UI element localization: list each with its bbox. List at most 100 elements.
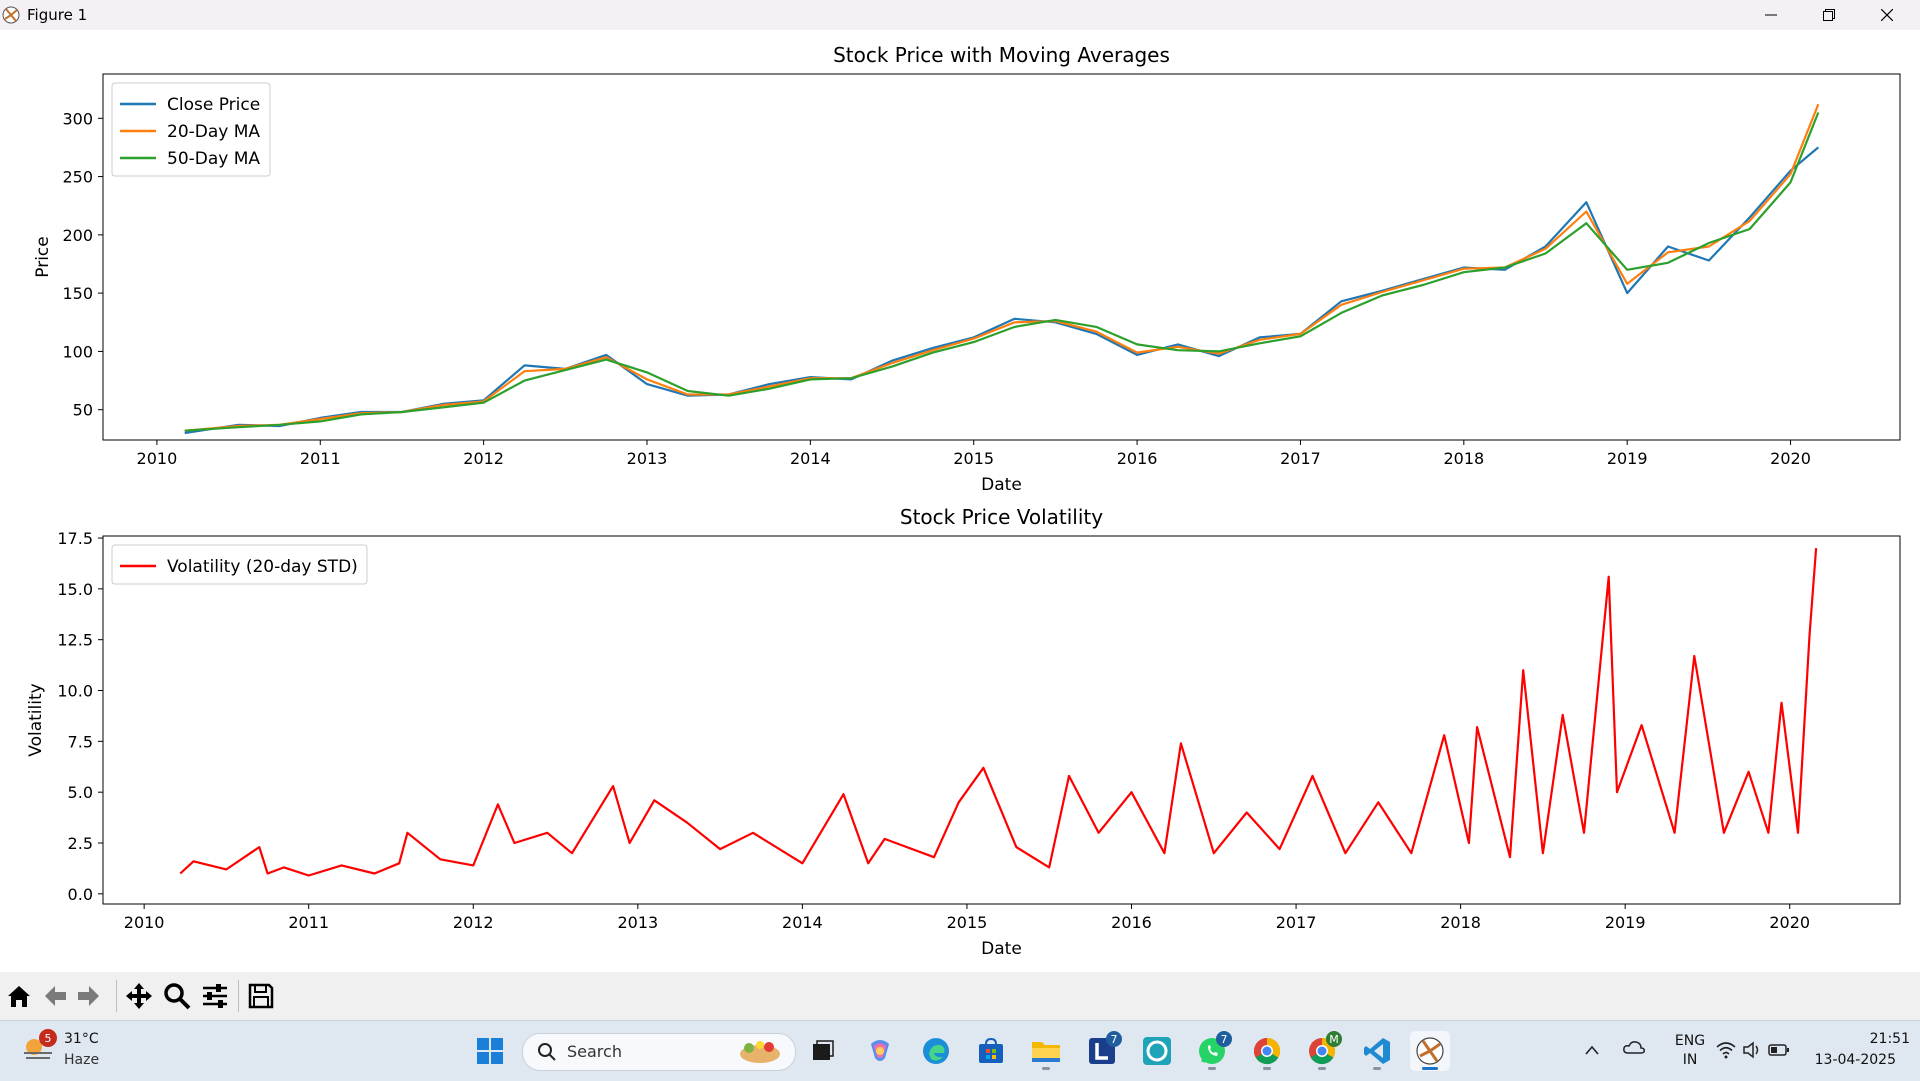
chevron-up-icon bbox=[1585, 1045, 1599, 1055]
running-indicator bbox=[1042, 1067, 1050, 1070]
y-tick-label: 50 bbox=[73, 401, 93, 420]
task-view-button[interactable] bbox=[803, 1031, 843, 1071]
weather-temperature: 31°C bbox=[64, 1031, 99, 1047]
running-indicator bbox=[1208, 1067, 1216, 1070]
x-axis-label: Date bbox=[981, 475, 1022, 495]
save-button[interactable] bbox=[244, 979, 278, 1013]
y-tick-label: 12.5 bbox=[57, 631, 93, 650]
copilot-button[interactable] bbox=[860, 1031, 900, 1071]
x-tick-label: 2014 bbox=[790, 449, 831, 468]
language-region: IN bbox=[1682, 1052, 1698, 1068]
figure-window-button[interactable] bbox=[1410, 1031, 1450, 1071]
x-tick-label: 2013 bbox=[617, 913, 658, 932]
language-code[interactable]: ENG bbox=[1674, 1033, 1706, 1049]
x-tick-label: 2020 bbox=[1769, 913, 1810, 932]
alexa-button[interactable] bbox=[1137, 1031, 1177, 1071]
back-button[interactable] bbox=[38, 979, 72, 1013]
y-tick-label: 0.0 bbox=[68, 885, 93, 904]
x-tick-label: 2014 bbox=[782, 913, 823, 932]
x-tick-label: 2018 bbox=[1443, 449, 1484, 468]
weather-notification-badge: 5 bbox=[39, 1029, 57, 1047]
vscode-icon bbox=[1364, 1038, 1390, 1064]
x-tick-label: 2019 bbox=[1607, 449, 1648, 468]
running-indicator bbox=[1263, 1067, 1271, 1070]
task-view-icon bbox=[813, 1040, 834, 1060]
y-tick-label: 2.5 bbox=[68, 834, 93, 853]
forward-arrow-icon bbox=[78, 986, 99, 1006]
close-button[interactable] bbox=[1858, 0, 1916, 30]
y-tick-label: 100 bbox=[62, 342, 93, 361]
x-tick-label: 2010 bbox=[124, 913, 165, 932]
search-label: Search bbox=[567, 1042, 622, 1061]
running-indicator bbox=[1318, 1067, 1326, 1070]
store-button[interactable] bbox=[971, 1031, 1011, 1071]
zoom-button[interactable] bbox=[160, 979, 194, 1013]
x-tick-label: 2013 bbox=[627, 449, 668, 468]
matplotlib-icon bbox=[2, 6, 20, 24]
forward-button[interactable] bbox=[72, 979, 106, 1013]
active-indicator bbox=[1422, 1067, 1438, 1070]
onedrive-button[interactable] bbox=[1622, 1038, 1646, 1060]
x-tick-label: 2019 bbox=[1605, 913, 1646, 932]
show-hidden-icons-button[interactable] bbox=[1584, 1041, 1600, 1060]
home-icon bbox=[8, 986, 30, 1007]
alexa-icon bbox=[1143, 1037, 1171, 1065]
configure-subplots-icon bbox=[203, 984, 227, 1008]
y-tick-label: 7.5 bbox=[68, 732, 93, 751]
notification-badge: 7 bbox=[1106, 1031, 1122, 1047]
x-tick-label: 2017 bbox=[1276, 913, 1317, 932]
x-tick-label: 2017 bbox=[1280, 449, 1321, 468]
y-axis-label: Price bbox=[33, 236, 53, 277]
figure-svg: 2010 2011 2012 2013 2014 2015 2016 2017 2018 2019… bbox=[26, 43, 1901, 959]
series-line-0 bbox=[179, 548, 1818, 877]
configure-subplots-button[interactable] bbox=[198, 979, 232, 1013]
chrome-icon bbox=[1253, 1037, 1281, 1065]
window-titlebar: Figure 1 bbox=[0, 0, 1920, 30]
start-button[interactable] bbox=[470, 1031, 510, 1071]
toolbar-separator bbox=[116, 980, 117, 1012]
clock-time[interactable]: 21:51 bbox=[1869, 1031, 1910, 1047]
microsoft-store-icon bbox=[979, 1037, 1003, 1063]
volume-icon bbox=[1743, 1041, 1759, 1059]
cloud-icon bbox=[1623, 1041, 1645, 1054]
series-line-2 bbox=[184, 112, 1820, 432]
whatsapp-button[interactable]: 7 bbox=[1192, 1031, 1232, 1071]
legend-box bbox=[111, 82, 271, 177]
pan-icon bbox=[126, 983, 152, 1009]
pan-button[interactable] bbox=[122, 979, 156, 1013]
legend-box bbox=[111, 544, 368, 585]
y-axis-label: Volatility bbox=[26, 683, 46, 756]
restore-button[interactable] bbox=[1800, 0, 1858, 30]
weather-widget[interactable]: 5 bbox=[22, 1029, 58, 1069]
axes-frame bbox=[102, 73, 1901, 441]
chrome-button[interactable] bbox=[1247, 1031, 1287, 1071]
y-tick-label: 150 bbox=[62, 284, 93, 303]
back-arrow-icon bbox=[45, 986, 66, 1006]
edge-button[interactable] bbox=[916, 1031, 956, 1071]
x-tick-label: 2015 bbox=[947, 913, 988, 932]
chrome-profile-button[interactable]: M bbox=[1302, 1031, 1342, 1071]
figure-canvas[interactable]: 2010 2011 2012 2013 2014 2015 2016 2017 2018 2019… bbox=[0, 30, 1920, 972]
vscode-button[interactable] bbox=[1357, 1031, 1397, 1071]
y-tick-label: 17.5 bbox=[57, 529, 93, 548]
notification-badge: 7 bbox=[1216, 1031, 1232, 1047]
legend-label: 20-Day MA bbox=[167, 122, 260, 142]
home-button[interactable] bbox=[2, 979, 36, 1013]
quick-settings-button[interactable] bbox=[1716, 1039, 1790, 1061]
minimize-button[interactable] bbox=[1742, 0, 1800, 30]
file-explorer-button[interactable] bbox=[1026, 1031, 1066, 1071]
close-icon bbox=[1881, 9, 1893, 21]
x-tick-label: 2018 bbox=[1440, 913, 1481, 932]
x-tick-label: 2020 bbox=[1770, 449, 1811, 468]
weather-haze-icon bbox=[24, 1039, 52, 1059]
legend-label: Volatility (20-day STD) bbox=[167, 557, 358, 577]
taskbar-search[interactable]: Search bbox=[522, 1033, 796, 1071]
folder-icon bbox=[1032, 1042, 1060, 1062]
profile-badge: M bbox=[1326, 1031, 1342, 1047]
battery-icon bbox=[1768, 1044, 1789, 1056]
window-title: Figure 1 bbox=[27, 6, 88, 24]
y-tick-label: 250 bbox=[62, 168, 93, 187]
y-tick-label: 300 bbox=[62, 109, 93, 128]
l-app-button[interactable]: 7 bbox=[1082, 1031, 1122, 1071]
zoom-icon bbox=[164, 983, 191, 1010]
